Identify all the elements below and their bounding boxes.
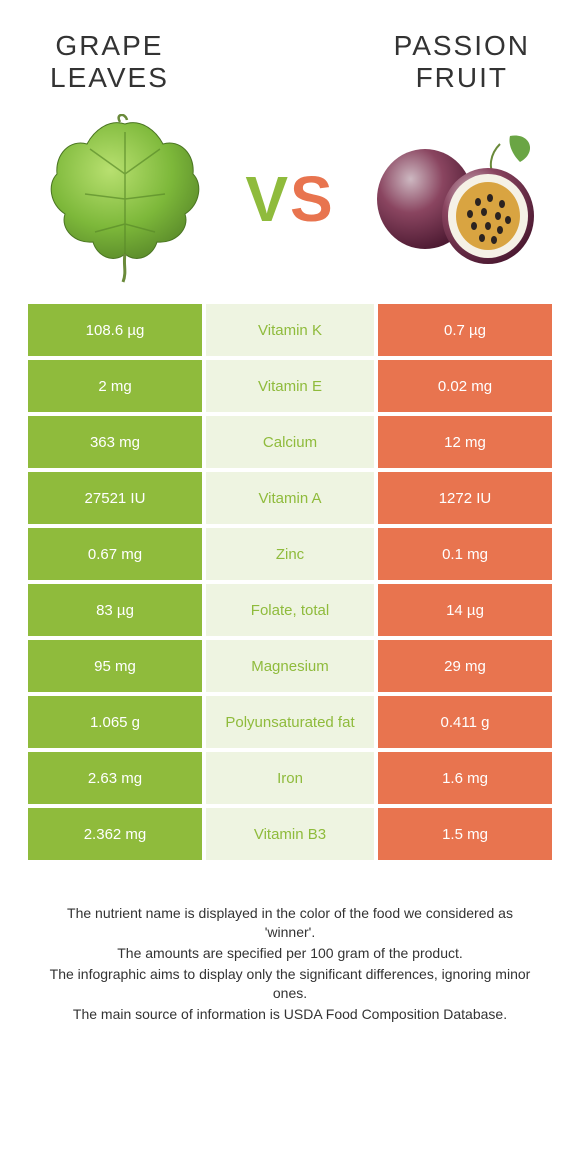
left-value: 83 µg bbox=[28, 584, 202, 636]
right-value: 1272 IU bbox=[378, 472, 552, 524]
leaf-icon bbox=[45, 114, 205, 284]
nutrient-name: Vitamin K bbox=[206, 304, 374, 356]
left-value: 108.6 µg bbox=[28, 304, 202, 356]
table-row: 2.63 mg Iron 1.6 mg bbox=[28, 752, 552, 804]
vs-s-letter: S bbox=[290, 163, 335, 235]
nutrient-name: Magnesium bbox=[206, 640, 374, 692]
footer-line: The infographic aims to display only the… bbox=[40, 965, 540, 1003]
nutrient-name: Iron bbox=[206, 752, 374, 804]
right-value: 29 mg bbox=[378, 640, 552, 692]
right-value: 0.7 µg bbox=[378, 304, 552, 356]
right-food-title: PASSION FRUIT bbox=[394, 30, 530, 94]
footer-line: The nutrient name is displayed in the co… bbox=[40, 904, 540, 942]
footer-line: The amounts are specified per 100 gram o… bbox=[40, 944, 540, 963]
right-value: 0.1 mg bbox=[378, 528, 552, 580]
left-value: 27521 IU bbox=[28, 472, 202, 524]
footer-line: The main source of information is USDA F… bbox=[40, 1005, 540, 1024]
table-row: 0.67 mg Zinc 0.1 mg bbox=[28, 528, 552, 580]
table-row: 27521 IU Vitamin A 1272 IU bbox=[28, 472, 552, 524]
nutrient-name: Zinc bbox=[206, 528, 374, 580]
hero-row: VS bbox=[0, 104, 580, 304]
right-value: 1.5 mg bbox=[378, 808, 552, 860]
nutrient-name: Folate, total bbox=[206, 584, 374, 636]
header: GRAPE LEAVES PASSION FRUIT bbox=[0, 0, 580, 104]
left-value: 1.065 g bbox=[28, 696, 202, 748]
table-row: 363 mg Calcium 12 mg bbox=[28, 416, 552, 468]
left-value: 363 mg bbox=[28, 416, 202, 468]
right-value: 0.02 mg bbox=[378, 360, 552, 412]
vs-v-letter: V bbox=[245, 163, 290, 235]
left-value: 0.67 mg bbox=[28, 528, 202, 580]
left-value: 2 mg bbox=[28, 360, 202, 412]
vs-label: VS bbox=[245, 162, 334, 236]
nutrient-table: 108.6 µg Vitamin K 0.7 µg 2 mg Vitamin E… bbox=[0, 304, 580, 864]
footer-notes: The nutrient name is displayed in the co… bbox=[0, 864, 580, 1025]
grape-leaf-illustration bbox=[40, 114, 210, 284]
table-row: 1.065 g Polyunsaturated fat 0.411 g bbox=[28, 696, 552, 748]
passion-fruit-icon bbox=[370, 124, 540, 274]
right-value: 12 mg bbox=[378, 416, 552, 468]
right-value: 14 µg bbox=[378, 584, 552, 636]
passion-fruit-illustration bbox=[370, 114, 540, 284]
nutrient-name: Vitamin E bbox=[206, 360, 374, 412]
right-value: 1.6 mg bbox=[378, 752, 552, 804]
nutrient-name: Vitamin B3 bbox=[206, 808, 374, 860]
table-row: 83 µg Folate, total 14 µg bbox=[28, 584, 552, 636]
left-value: 2.362 mg bbox=[28, 808, 202, 860]
table-row: 108.6 µg Vitamin K 0.7 µg bbox=[28, 304, 552, 356]
nutrient-name: Vitamin A bbox=[206, 472, 374, 524]
table-row: 2 mg Vitamin E 0.02 mg bbox=[28, 360, 552, 412]
nutrient-name: Polyunsaturated fat bbox=[206, 696, 374, 748]
nutrient-name: Calcium bbox=[206, 416, 374, 468]
table-row: 95 mg Magnesium 29 mg bbox=[28, 640, 552, 692]
right-value: 0.411 g bbox=[378, 696, 552, 748]
left-value: 2.63 mg bbox=[28, 752, 202, 804]
left-food-title: GRAPE LEAVES bbox=[50, 30, 169, 94]
table-row: 2.362 mg Vitamin B3 1.5 mg bbox=[28, 808, 552, 860]
left-value: 95 mg bbox=[28, 640, 202, 692]
